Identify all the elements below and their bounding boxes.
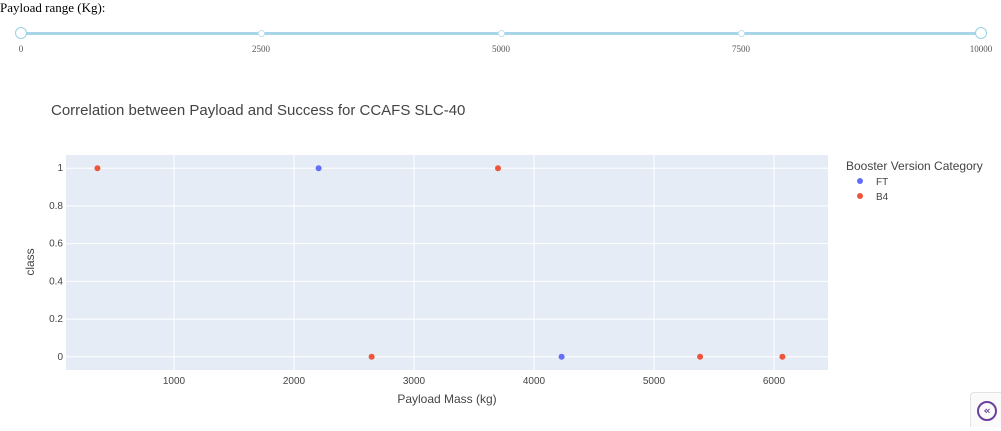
payload-range-slider[interactable]: 0 2500 5000 7500 10000 <box>0 22 1001 62</box>
slider-handle-min[interactable] <box>15 27 27 39</box>
chart-title: Correlation between Payload and Success … <box>51 102 465 119</box>
slider-mark-10000[interactable]: 10000 <box>969 44 993 54</box>
x-tick-label: 4000 <box>523 376 546 387</box>
y-tick-label: 0.8 <box>49 201 63 212</box>
data-point-b4[interactable] <box>94 165 101 172</box>
data-point-ft[interactable] <box>558 353 565 360</box>
data-point-b4[interactable] <box>495 165 501 172</box>
legend-title: Booster Version Category <box>846 159 983 173</box>
y-axis-label: class <box>23 248 37 275</box>
legend-marker-ft <box>857 178 863 184</box>
collapse-panel-button[interactable]: « <box>970 392 1001 427</box>
data-point-ft[interactable] <box>315 165 322 172</box>
slider-dot-7500 <box>738 30 745 37</box>
y-tick-label: 0.6 <box>49 239 63 250</box>
x-tick-label: 5000 <box>643 376 666 387</box>
payload-slider-label: Payload range (Kg): <box>0 0 106 15</box>
y-tick-label: 0.2 <box>49 314 63 325</box>
scatter-chart-svg: Correlation between Payload and Success … <box>23 102 983 406</box>
legend-label-ft: FT <box>876 177 888 188</box>
x-axis-ticks: 1000 2000 3000 4000 5000 6000 <box>163 376 786 387</box>
slider-mark-5000[interactable]: 5000 <box>492 44 510 54</box>
chevron-double-left-icon: « <box>977 401 997 421</box>
data-point-b4[interactable] <box>779 353 786 360</box>
y-tick-label: 0.4 <box>49 276 63 287</box>
plot-background <box>66 155 828 370</box>
y-axis-ticks: 0 0.2 0.4 0.6 0.8 1 <box>49 163 63 363</box>
legend-label-b4: B4 <box>876 192 889 203</box>
slider-mark-7500[interactable]: 7500 <box>732 44 750 54</box>
slider-dot-5000 <box>498 30 505 37</box>
data-points <box>94 165 786 360</box>
grid-lines <box>66 155 828 370</box>
x-tick-label: 2000 <box>283 376 306 387</box>
y-tick-label: 1 <box>57 163 63 174</box>
legend-marker-b4 <box>857 193 863 199</box>
slider-mark-2500[interactable]: 2500 <box>252 44 270 54</box>
legend-item-ft[interactable]: FT <box>857 177 888 188</box>
slider-mark-0[interactable]: 0 <box>18 44 24 54</box>
legend: Booster Version Category FT B4 <box>846 159 983 203</box>
y-tick-label: 0 <box>57 352 63 363</box>
data-point-b4[interactable] <box>697 353 704 360</box>
x-tick-label: 3000 <box>403 376 426 387</box>
x-axis-label: Payload Mass (kg) <box>397 392 496 406</box>
slider-handle-max[interactable] <box>975 27 987 39</box>
x-tick-label: 6000 <box>763 376 786 387</box>
success-payload-scatter-chart: Correlation between Payload and Success … <box>0 80 1001 426</box>
legend-item-b4[interactable]: B4 <box>857 192 889 203</box>
data-point-b4[interactable] <box>368 353 375 360</box>
x-tick-label: 1000 <box>163 376 186 387</box>
slider-dot-2500 <box>258 30 265 37</box>
